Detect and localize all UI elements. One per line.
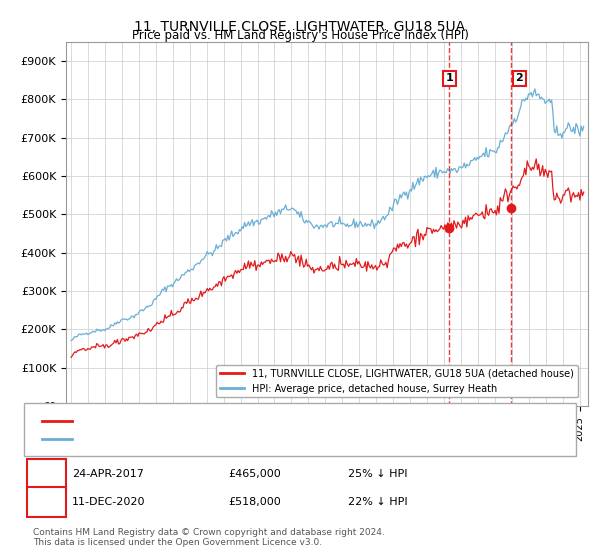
Legend: 11, TURNVILLE CLOSE, LIGHTWATER, GU18 5UA (detached house), HPI: Average price, : 11, TURNVILLE CLOSE, LIGHTWATER, GU18 5U… bbox=[216, 365, 578, 398]
Text: 2: 2 bbox=[515, 73, 523, 83]
Text: 24-APR-2017: 24-APR-2017 bbox=[72, 469, 144, 479]
Text: 1: 1 bbox=[445, 73, 453, 83]
Text: 22% ↓ HPI: 22% ↓ HPI bbox=[348, 497, 407, 507]
Text: 11-DEC-2020: 11-DEC-2020 bbox=[72, 497, 146, 507]
Text: Price paid vs. HM Land Registry's House Price Index (HPI): Price paid vs. HM Land Registry's House … bbox=[131, 29, 469, 42]
Text: £518,000: £518,000 bbox=[228, 497, 281, 507]
Text: £465,000: £465,000 bbox=[228, 469, 281, 479]
Text: 11, TURNVILLE CLOSE, LIGHTWATER, GU18 5UA (detached house): 11, TURNVILLE CLOSE, LIGHTWATER, GU18 5U… bbox=[78, 417, 420, 426]
Text: Contains HM Land Registry data © Crown copyright and database right 2024.
This d: Contains HM Land Registry data © Crown c… bbox=[33, 528, 385, 547]
Text: 11, TURNVILLE CLOSE, LIGHTWATER, GU18 5UA: 11, TURNVILLE CLOSE, LIGHTWATER, GU18 5U… bbox=[134, 20, 466, 34]
Text: 25% ↓ HPI: 25% ↓ HPI bbox=[348, 469, 407, 479]
Text: HPI: Average price, detached house, Surrey Heath: HPI: Average price, detached house, Surr… bbox=[78, 434, 340, 444]
Text: 2: 2 bbox=[43, 497, 50, 507]
Text: 1: 1 bbox=[43, 469, 50, 479]
